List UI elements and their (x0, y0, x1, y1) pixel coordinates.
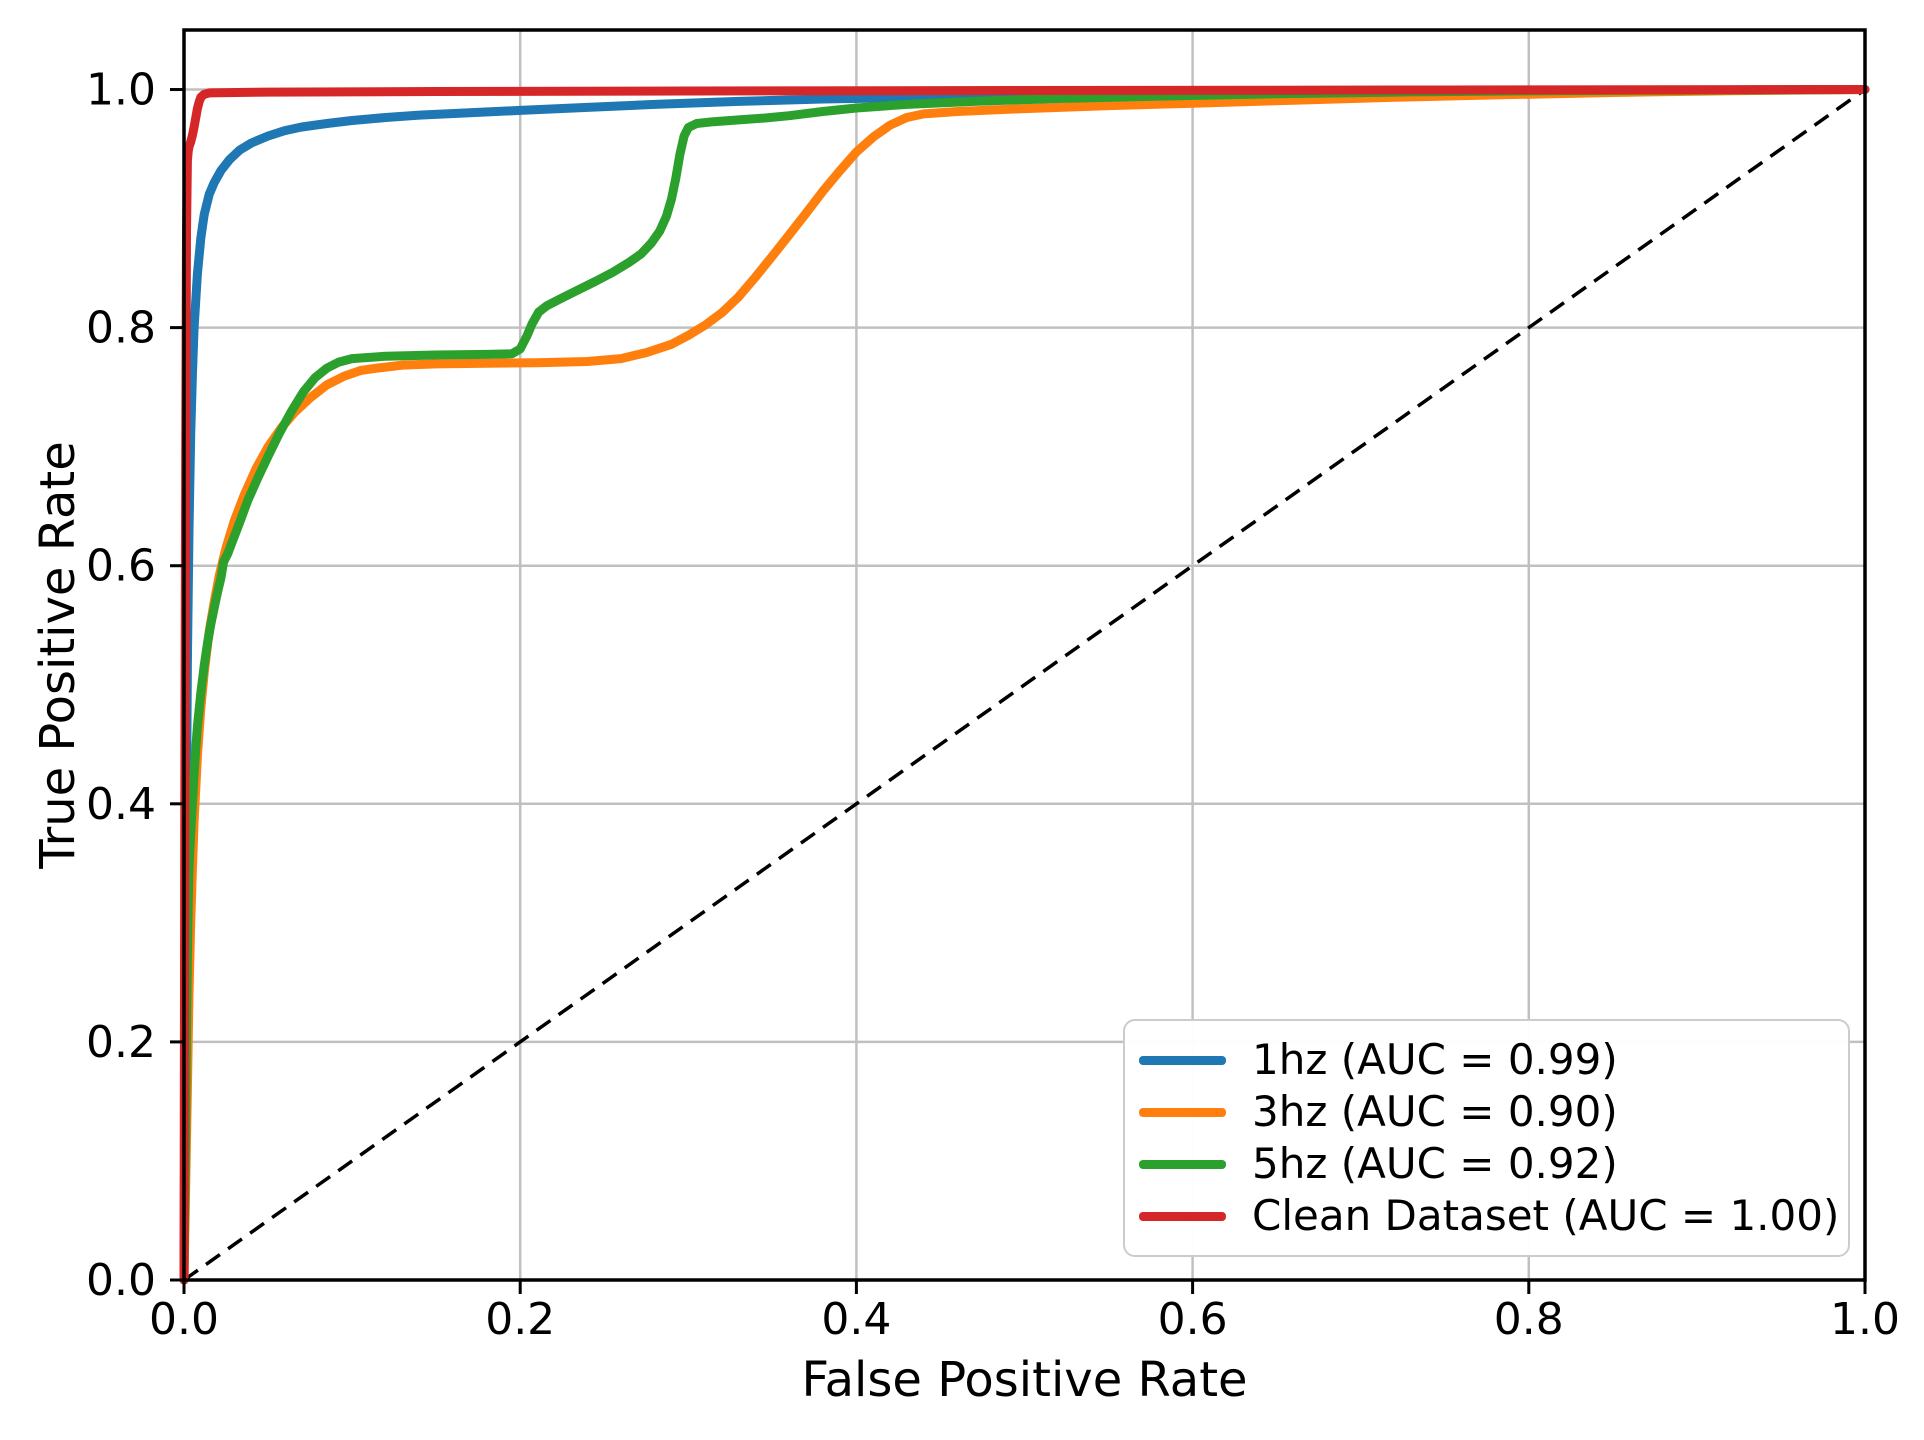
curve-layer (179, 85, 1870, 1285)
legend-line-swatch (1139, 1159, 1226, 1169)
chance-diagonal-line (182, 88, 1867, 1282)
x-tick-label: 0.0 (149, 1294, 219, 1345)
x-tick-label: 1.0 (1830, 1294, 1900, 1345)
legend-line-swatch (1139, 1211, 1226, 1221)
y-tick-label: 0.6 (86, 541, 156, 592)
x-tick-label: 0.4 (821, 1294, 891, 1345)
roc-curve-1hz (179, 85, 1870, 1285)
roc-curve-5hz (179, 85, 1870, 1285)
legend-item: Clean Dataset (AUC = 1.00) (1125, 1195, 1848, 1237)
legend-item: 5hz (AUC = 0.92) (1125, 1143, 1848, 1185)
y-tick-label: 0.4 (86, 779, 156, 830)
y-tick-label: 0.2 (86, 1017, 156, 1068)
legend-item: 1hz (AUC = 0.99) (1125, 1039, 1848, 1081)
legend-label: 5hz (AUC = 0.92) (1252, 1139, 1618, 1188)
x-tick-label: 0.2 (485, 1294, 555, 1345)
legend-label: Clean Dataset (AUC = 1.00) (1252, 1191, 1840, 1240)
y-tick-label: 1.0 (86, 65, 156, 116)
y-tick-label: 0.0 (86, 1255, 156, 1306)
legend-line-swatch (1139, 1107, 1226, 1117)
y-tick-label: 0.8 (86, 303, 156, 354)
legend-label: 3hz (AUC = 0.90) (1252, 1087, 1618, 1136)
axes-spines (182, 28, 1867, 1282)
y-axis-label: True Positive Rate (30, 441, 86, 869)
x-axis-label: False Positive Rate (801, 1352, 1248, 1408)
x-tick-label: 0.8 (1494, 1294, 1564, 1345)
tick-layer: 0.0 0.2 0.4 0.6 0.8 1.0 0.0 0.2 0.4 0.6 0.8 1.0 (86, 65, 1900, 1345)
legend-line-swatch (1139, 1055, 1226, 1065)
roc-curve-clean (179, 85, 1870, 1285)
legend-item: 3hz (AUC = 0.90) (1125, 1091, 1848, 1133)
legend-box: 1hz (AUC = 0.99) 3hz (AUC = 0.90) 5hz (AUC… (1123, 1019, 1850, 1257)
legend-label: 1hz (AUC = 0.99) (1252, 1035, 1618, 1084)
x-tick-label: 0.6 (1158, 1294, 1228, 1345)
plot-border (182, 28, 1867, 1282)
